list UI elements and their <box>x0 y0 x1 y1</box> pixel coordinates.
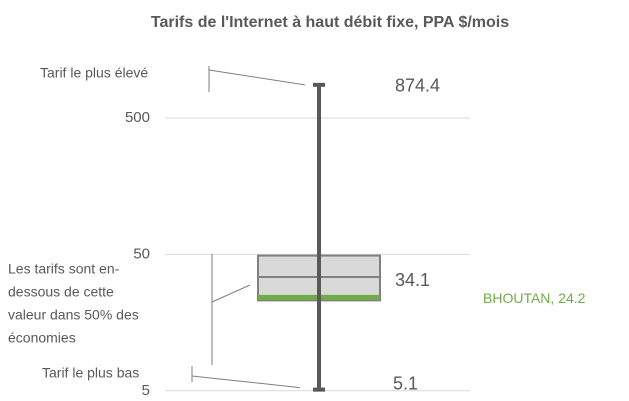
leader-line <box>208 69 306 86</box>
annotation: économies <box>8 330 76 346</box>
annotation: Tarif le plus élevé <box>40 65 148 81</box>
y-tick-label: 50 <box>133 245 150 262</box>
annotation: Tarif le plus bas <box>42 365 139 381</box>
value-label: 874.4 <box>395 76 440 96</box>
leader-line <box>211 284 251 303</box>
annotation: Les tarifs sont en- <box>8 261 120 277</box>
annotation: valeur dans 50% des <box>8 307 139 323</box>
value-label: 5.1 <box>393 373 418 393</box>
highlight-label: BHOUTAN, 24.2 <box>483 290 586 306</box>
y-tick-label: 500 <box>125 109 150 126</box>
value-label: 34.1 <box>395 270 430 290</box>
annotation: dessous de cette <box>8 284 114 300</box>
leader-line <box>191 375 301 389</box>
chart-title: Tarifs de l'Internet à haut débit fixe, … <box>151 14 509 31</box>
y-tick-label: 5 <box>142 382 150 399</box>
